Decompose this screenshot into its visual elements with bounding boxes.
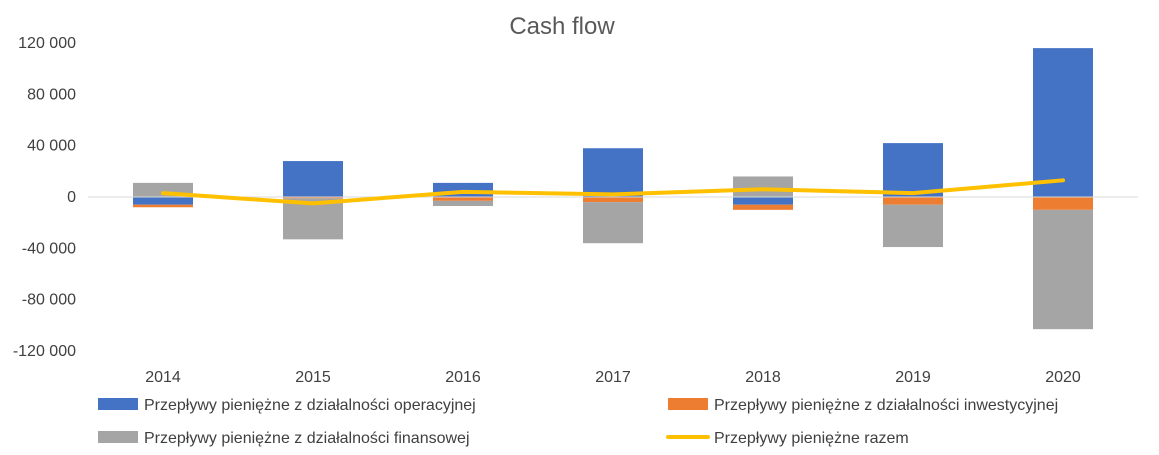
bar-series-2-2016 bbox=[433, 197, 493, 201]
bar-series-1-2014 bbox=[133, 197, 193, 205]
x-tick-label: 2015 bbox=[295, 369, 331, 386]
legend-swatch bbox=[98, 431, 138, 443]
bar-series-1-2020 bbox=[1033, 48, 1093, 198]
x-tick-label: 2016 bbox=[445, 369, 481, 386]
legend: Przepływy pieniężne z działalności opera… bbox=[98, 397, 1058, 447]
bar-series-2-2015 bbox=[283, 197, 343, 199]
bar-series-3-2016 bbox=[433, 200, 493, 206]
bar-series-2-2014 bbox=[133, 204, 193, 208]
bar-series-3-2019 bbox=[883, 204, 943, 248]
bar-series-3-2017 bbox=[583, 202, 643, 244]
y-tick-label: 0 bbox=[67, 189, 76, 206]
legend-swatch bbox=[98, 398, 138, 410]
x-tick-label: 2019 bbox=[895, 369, 931, 386]
y-tick-label: -40 000 bbox=[22, 240, 76, 257]
bar-series-1-2018 bbox=[733, 197, 793, 205]
bar-series-1-2017 bbox=[583, 148, 643, 197]
bar-series-1-2015 bbox=[283, 161, 343, 197]
y-axis: 120 000 80 000 40 000 0 -40 000 -80 000 -120 0… bbox=[13, 35, 76, 360]
bar-series-1-2019 bbox=[883, 143, 943, 197]
x-tick-label: 2017 bbox=[595, 369, 631, 386]
y-tick-label: 40 000 bbox=[27, 138, 76, 155]
bar-series-2-2018 bbox=[733, 204, 793, 210]
y-tick-label: 120 000 bbox=[18, 35, 76, 52]
y-tick-label: -120 000 bbox=[13, 343, 76, 360]
line-series bbox=[161, 178, 1065, 206]
bar-series-2-2019 bbox=[883, 197, 943, 205]
y-tick-label: -80 000 bbox=[22, 292, 76, 309]
legend-swatch bbox=[668, 398, 708, 410]
x-axis: 2014 2015 2016 2017 2018 2019 2020 bbox=[145, 369, 1081, 386]
legend-label: Przepływy pieniężne razem bbox=[714, 430, 909, 447]
legend-label: Przepływy pieniężne z działalności inwes… bbox=[714, 397, 1058, 414]
bar-series-2-2020 bbox=[1033, 197, 1093, 210]
bar-series-3-2018 bbox=[733, 176, 793, 197]
legend-label: Przepływy pieniężne z działalności finan… bbox=[144, 430, 470, 447]
total-line bbox=[161, 178, 1065, 206]
x-tick-label: 2014 bbox=[145, 369, 181, 386]
x-tick-label: 2020 bbox=[1045, 369, 1081, 386]
x-tick-label: 2018 bbox=[745, 369, 781, 386]
legend-label: Przepływy pieniężne z działalności opera… bbox=[144, 397, 476, 414]
bars bbox=[133, 48, 1093, 330]
bar-series-2-2017 bbox=[583, 197, 643, 203]
y-tick-label: 80 000 bbox=[27, 86, 76, 103]
chart-title: Cash flow bbox=[509, 13, 615, 40]
bar-series-3-2020 bbox=[1033, 209, 1093, 330]
